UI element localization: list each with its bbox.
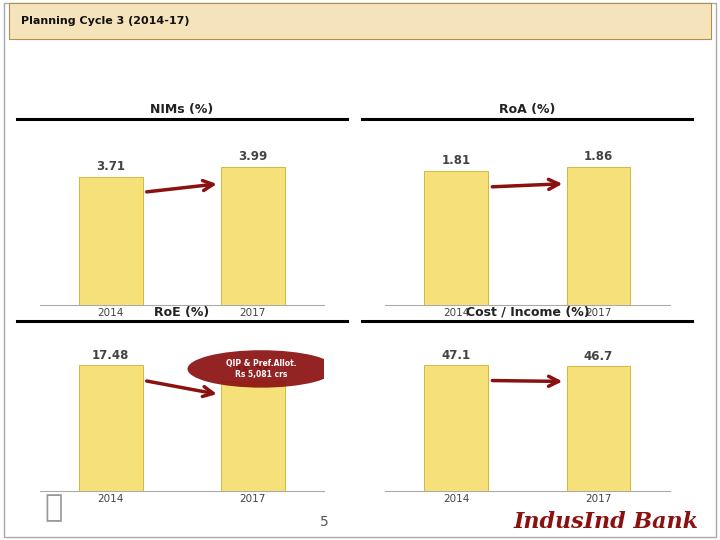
Bar [78, 177, 143, 305]
Text: 1.81: 1.81 [442, 154, 471, 167]
Text: 15.26: 15.26 [234, 365, 271, 378]
Text: 47.1: 47.1 [442, 349, 471, 362]
Text: 1.86: 1.86 [584, 150, 613, 164]
Text: Planning Cycle 3 (2014-17): Planning Cycle 3 (2014-17) [22, 16, 190, 26]
Bar [424, 366, 488, 491]
Title: RoA (%): RoA (%) [499, 103, 556, 116]
Bar [221, 167, 285, 305]
Text: IndusInd Bank: IndusInd Bank [513, 511, 698, 533]
Text: 3.99: 3.99 [238, 150, 268, 164]
Bar [424, 171, 488, 305]
Text: 46.7: 46.7 [584, 350, 613, 363]
Title: RoE (%): RoE (%) [154, 306, 210, 319]
Text: QIP & Pref.Allot.
Rs 5,081 crs: QIP & Pref.Allot. Rs 5,081 crs [226, 359, 297, 379]
Text: 3.71: 3.71 [96, 160, 125, 173]
Text: 🐂: 🐂 [45, 493, 63, 522]
Bar [567, 167, 631, 305]
Bar [78, 366, 143, 491]
Title: NIMs (%): NIMs (%) [150, 103, 213, 116]
Text: 17.48: 17.48 [92, 349, 130, 362]
Bar [567, 367, 631, 491]
Ellipse shape [187, 350, 336, 388]
Text: Delivered Profitability: Delivered Profitability [23, 55, 353, 81]
Text: 5: 5 [320, 515, 328, 529]
Bar [221, 381, 285, 491]
Title: Cost / Income (%): Cost / Income (%) [466, 306, 589, 319]
